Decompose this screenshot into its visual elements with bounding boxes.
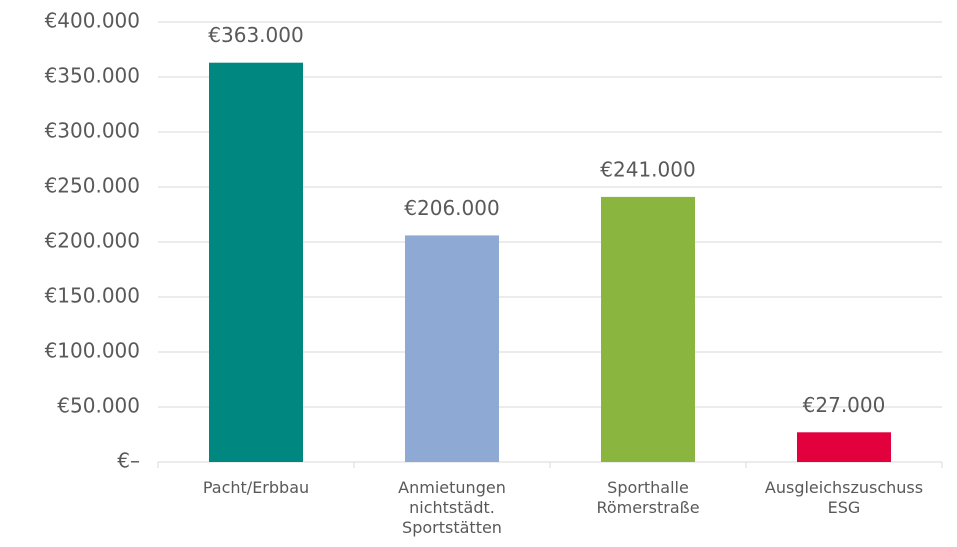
bar xyxy=(601,196,695,462)
y-tick-label: €250.000 xyxy=(45,174,140,198)
y-tick-label: €150.000 xyxy=(45,284,140,308)
x-tick-label: Pacht/Erbbau xyxy=(202,478,310,497)
y-tick-label: €400.000 xyxy=(45,9,140,33)
bar xyxy=(209,62,303,462)
value-label: €241.000 xyxy=(600,157,695,181)
x-tick-label: Sporthalle Römerstraße xyxy=(596,478,700,517)
bar xyxy=(405,235,499,462)
y-tick-label: €300.000 xyxy=(45,119,140,143)
x-tick-label: Ausgleichszuschuss ESG xyxy=(764,478,924,517)
bar xyxy=(797,432,891,462)
x-tick-label: Anmietungen nichtstädt. Sportstätten xyxy=(398,478,506,537)
y-tick-label: €100.000 xyxy=(45,339,140,363)
value-label: €206.000 xyxy=(404,196,499,220)
y-tick-label: €200.000 xyxy=(45,229,140,253)
value-label: €27.000 xyxy=(803,393,886,417)
y-tick-label: €350.000 xyxy=(45,64,140,88)
y-tick-label: €50.000 xyxy=(57,394,140,418)
value-label: €363.000 xyxy=(208,23,303,47)
y-tick-label: €– xyxy=(117,449,140,473)
